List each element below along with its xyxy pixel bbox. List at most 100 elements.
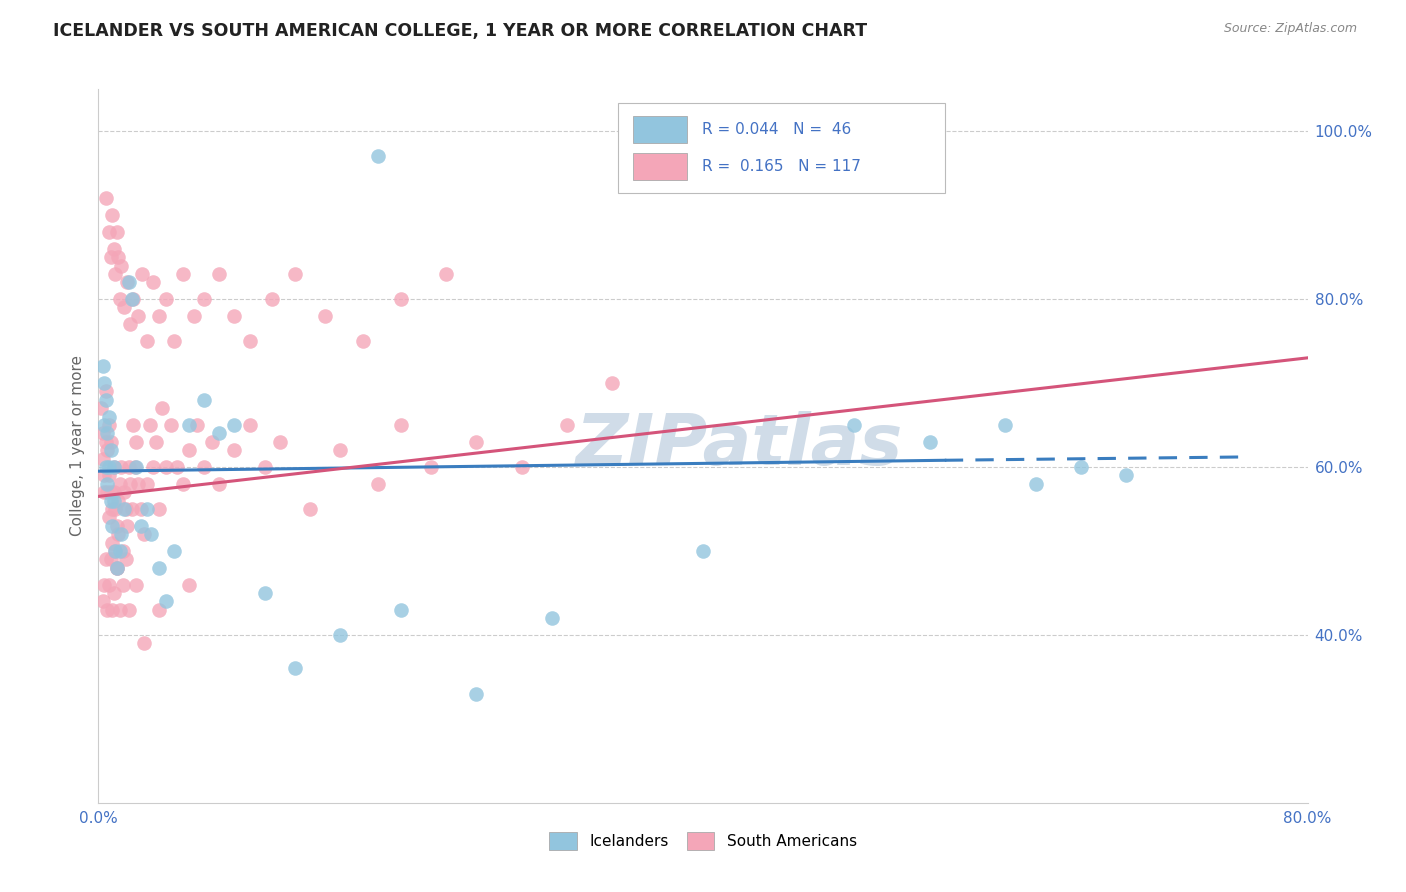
Point bbox=[132, 527, 155, 541]
Point bbox=[314, 309, 336, 323]
Point bbox=[100, 250, 122, 264]
Point bbox=[101, 518, 124, 533]
Point bbox=[284, 661, 307, 675]
Point bbox=[104, 267, 127, 281]
Point bbox=[108, 476, 131, 491]
Point bbox=[844, 417, 866, 432]
Point bbox=[142, 460, 165, 475]
Point bbox=[112, 485, 135, 500]
Point bbox=[555, 417, 578, 432]
Point bbox=[155, 460, 177, 475]
Point bbox=[104, 544, 127, 558]
Point bbox=[148, 502, 170, 516]
Point bbox=[253, 586, 276, 600]
Point bbox=[262, 292, 284, 306]
Point bbox=[107, 493, 129, 508]
Point bbox=[389, 417, 412, 432]
Point bbox=[100, 493, 122, 508]
Point bbox=[208, 426, 231, 441]
Point bbox=[101, 208, 124, 222]
Point bbox=[105, 225, 128, 239]
Point bbox=[994, 417, 1017, 432]
Point bbox=[224, 309, 246, 323]
Point bbox=[367, 476, 389, 491]
Point bbox=[131, 267, 153, 281]
Point bbox=[118, 275, 141, 289]
Point bbox=[114, 552, 136, 566]
Point bbox=[93, 376, 115, 390]
Point bbox=[100, 485, 122, 500]
Point bbox=[125, 460, 148, 475]
Point bbox=[100, 552, 122, 566]
Point bbox=[179, 577, 201, 591]
Point bbox=[105, 560, 128, 574]
Point bbox=[193, 392, 215, 407]
Point bbox=[367, 149, 389, 163]
Point bbox=[120, 476, 142, 491]
Point bbox=[148, 560, 170, 574]
Point bbox=[114, 502, 136, 516]
Point bbox=[602, 376, 624, 390]
Point bbox=[121, 292, 143, 306]
Point bbox=[389, 292, 412, 306]
Point bbox=[1115, 468, 1137, 483]
Point bbox=[118, 460, 141, 475]
Point bbox=[148, 603, 170, 617]
Point bbox=[93, 577, 115, 591]
Point bbox=[148, 309, 170, 323]
Point bbox=[420, 460, 443, 475]
Point bbox=[208, 476, 231, 491]
Point bbox=[110, 460, 132, 475]
Point bbox=[127, 476, 149, 491]
Point bbox=[115, 275, 138, 289]
Point bbox=[105, 560, 128, 574]
Point bbox=[96, 603, 118, 617]
Point bbox=[124, 460, 146, 475]
Point bbox=[145, 434, 167, 449]
Point bbox=[105, 518, 128, 533]
Point bbox=[352, 334, 374, 348]
Point bbox=[224, 417, 246, 432]
Point bbox=[91, 426, 114, 441]
Point bbox=[108, 603, 131, 617]
Point bbox=[155, 594, 177, 608]
Point bbox=[110, 259, 132, 273]
Point bbox=[540, 611, 562, 625]
Legend: Icelanders, South Americans: Icelanders, South Americans bbox=[543, 826, 863, 855]
Point bbox=[96, 426, 118, 441]
Point bbox=[94, 191, 117, 205]
Point bbox=[122, 292, 145, 306]
Point bbox=[94, 460, 117, 475]
Point bbox=[155, 292, 177, 306]
Point bbox=[389, 603, 412, 617]
Point bbox=[142, 275, 165, 289]
Point bbox=[692, 544, 714, 558]
Point bbox=[103, 460, 125, 475]
Point bbox=[141, 527, 163, 541]
Point bbox=[125, 577, 148, 591]
Point bbox=[125, 434, 148, 449]
Point bbox=[510, 460, 533, 475]
Point bbox=[127, 309, 149, 323]
Point bbox=[253, 460, 276, 475]
Point bbox=[135, 334, 157, 348]
Point bbox=[94, 552, 117, 566]
Point bbox=[94, 434, 117, 449]
Point bbox=[299, 502, 322, 516]
Point bbox=[115, 518, 138, 533]
Point bbox=[111, 544, 134, 558]
Point bbox=[101, 603, 124, 617]
Point bbox=[160, 417, 183, 432]
Point bbox=[179, 417, 201, 432]
Text: R =  0.165   N = 117: R = 0.165 N = 117 bbox=[702, 159, 860, 174]
Point bbox=[329, 628, 352, 642]
Point bbox=[186, 417, 208, 432]
Point bbox=[93, 468, 115, 483]
Point bbox=[103, 242, 125, 256]
Point bbox=[96, 443, 118, 458]
Point bbox=[135, 502, 157, 516]
Point bbox=[105, 560, 128, 574]
FancyBboxPatch shape bbox=[619, 103, 945, 193]
Point bbox=[208, 267, 231, 281]
Point bbox=[129, 518, 152, 533]
